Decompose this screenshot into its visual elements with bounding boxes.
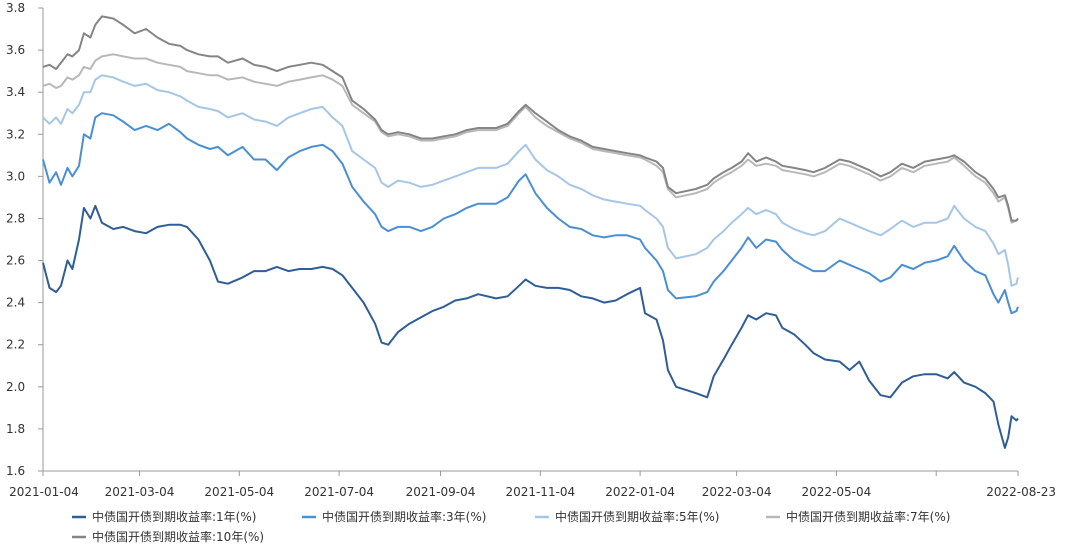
x-tick-label: 2021-11-04 (505, 485, 575, 499)
y-tick-label: 2.0 (6, 380, 25, 394)
legend-label: 中债国开债到期收益率:3年(%) (322, 509, 486, 524)
series-line-3 (42, 74, 1019, 287)
series-line-2 (42, 112, 1019, 315)
y-tick-label: 2.8 (6, 211, 25, 225)
y-tick-label: 2.2 (6, 338, 25, 352)
y-tick-label: 3.6 (6, 43, 25, 57)
legend: 中债国开债到期收益率:1年(%) 中债国开债到期收益率:3年(%) 中债国开债到期收… (72, 509, 950, 544)
x-tick-label: 2021-05-04 (204, 485, 274, 499)
x-tick-label: 2022-08-23 (986, 485, 1056, 499)
legend-label: 中债国开债到期收益率:1年(%) (92, 509, 256, 524)
y-tick-label: 2.6 (6, 254, 25, 268)
y-tick-label: 3.4 (6, 85, 25, 99)
series-lines (42, 15, 1019, 449)
x-tick-label: 2021-07-04 (304, 485, 374, 499)
series-line-1 (42, 204, 1019, 449)
series-line-4 (42, 53, 1019, 224)
legend-label: 中债国开债到期收益率:7年(%) (786, 509, 950, 524)
x-tick-label: 2021-03-04 (105, 485, 175, 499)
legend-label: 中债国开债到期收益率:10年(%) (92, 529, 264, 544)
axes: 1.6 1.8 2.0 2.2 2.4 2.6 2.8 3.0 3.2 3.4 3.6 3.8 2021… (6, 1, 1056, 499)
legend-label: 中债国开债到期收益率:5年(%) (555, 509, 719, 524)
series-line-5 (42, 15, 1019, 222)
y-tick-label: 1.6 (6, 464, 25, 478)
x-tick-label: 2021-01-04 (9, 485, 79, 499)
x-tick-label: 2021-09-04 (406, 485, 476, 499)
x-tick-label: 2022-01-04 (605, 485, 675, 499)
y-tick-label: 2.4 (6, 296, 25, 310)
y-tick-label: 3.2 (6, 127, 25, 141)
y-tick-label: 1.8 (6, 422, 25, 436)
x-tick-label: 2022-05-04 (802, 485, 872, 499)
y-tick-label: 3.8 (6, 1, 25, 15)
x-tick-label: 2022-03-04 (702, 485, 772, 499)
y-tick-label: 3.0 (6, 169, 25, 183)
